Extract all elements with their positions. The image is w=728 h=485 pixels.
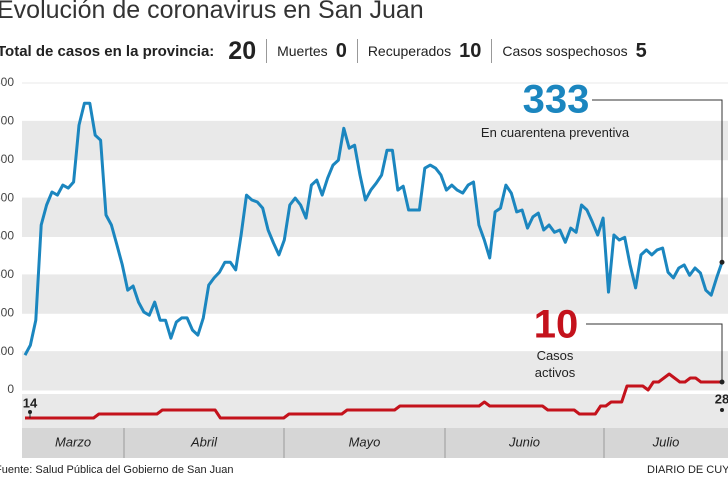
y-tick-label: 800 [0,75,14,89]
y-tick-label: 500 [0,190,14,204]
y-tick-label: 200 [0,305,14,319]
x-tick-label: Julio [652,434,680,449]
summary-value: 10 [459,39,482,62]
x-tick-label: Marzo [55,434,91,449]
credit: DIARIO DE CUYO [647,464,728,476]
start-date-label: 14 [23,395,38,410]
chart-title: Evolución de coronavirus en San Juan [0,0,424,24]
summary-label: Casos sospechosos [502,43,628,59]
leader-line [586,323,723,382]
grid-band [22,274,728,314]
leader-line [592,99,723,263]
summary-value: 20 [228,36,257,65]
y-tick-label: 300 [0,267,14,281]
summary-item: Total de casos en la provincia: 20 [0,36,266,65]
summary-label: Recuperados [367,43,452,59]
red-value-label: 10 [534,303,579,347]
end-date-label: 28 [715,391,728,406]
grid-band [22,351,728,390]
y-tick-label: 100 [0,344,14,358]
blue-value-label: 333 [523,78,590,122]
x-tick-label: Mayo [349,434,381,449]
series-line [25,372,722,420]
summary-value: 0 [335,39,347,62]
summary-label: Total de casos en la provincia: [0,42,215,60]
end-dot [719,259,725,265]
month-band [22,428,728,458]
date-dot [720,408,724,412]
summary-item: Casos sospechosos 5 [491,39,656,63]
x-tick-label: Junio [508,434,540,449]
y-tick-label: 700 [0,114,14,128]
end-dot [719,379,725,385]
y-tick-label: 400 [0,229,14,243]
red-series-label: Casos activos [534,348,576,380]
x-tick-label: Abril [190,434,218,449]
grid-band [22,121,728,160]
source: Fuente: Salud Pública del Gobierno de Sa… [0,464,234,476]
summary-item: Muertes 0 [266,39,357,63]
summary-label: Muertes [277,43,328,59]
series-line [23,101,724,356]
blue-series-label: En cuarentena preventiva [480,125,630,140]
date-dot [28,410,32,414]
summary-item: Recuperados 10 [356,39,492,63]
grid-band [22,198,728,237]
y-tick-label: 0 [7,382,14,396]
summary-bar: Total de casos en la provincia: 20 Muertes… [0,36,657,66]
summary-value: 5 [635,39,647,62]
y-tick-label: 600 [0,152,14,166]
